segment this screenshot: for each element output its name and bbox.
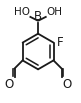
Text: F: F (57, 36, 63, 49)
Text: O: O (63, 78, 72, 91)
Text: B: B (34, 10, 42, 23)
Text: OH: OH (46, 7, 62, 17)
Text: O: O (4, 78, 14, 91)
Text: HO: HO (14, 7, 30, 17)
